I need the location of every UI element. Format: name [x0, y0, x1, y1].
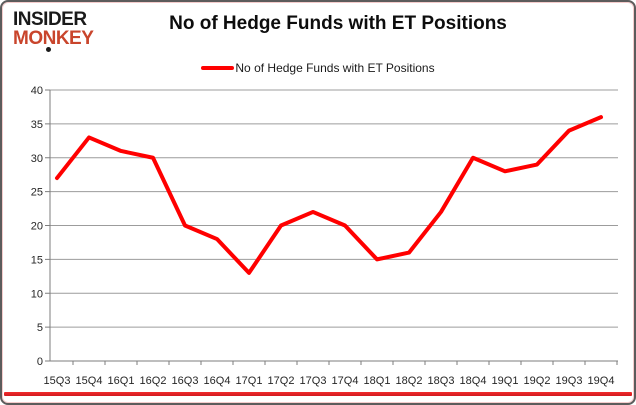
svg-text:15Q3: 15Q3 — [44, 375, 71, 387]
svg-text:35: 35 — [31, 119, 43, 131]
svg-text:19Q4: 19Q4 — [588, 375, 615, 387]
svg-text:17Q1: 17Q1 — [236, 375, 263, 387]
svg-text:18Q1: 18Q1 — [364, 375, 391, 387]
legend-line-swatch — [201, 66, 235, 70]
legend-label: No of Hedge Funds with ET Positions — [235, 61, 435, 75]
svg-text:40: 40 — [31, 85, 43, 97]
svg-text:19Q2: 19Q2 — [524, 375, 551, 387]
svg-text:17Q3: 17Q3 — [300, 375, 327, 387]
svg-text:10: 10 — [31, 288, 43, 300]
svg-text:15Q4: 15Q4 — [76, 375, 103, 387]
svg-text:16Q3: 16Q3 — [172, 375, 199, 387]
chart-title: No of Hedge Funds with ET Positions — [169, 13, 507, 34]
svg-text:0: 0 — [37, 356, 43, 368]
svg-text:16Q2: 16Q2 — [140, 375, 167, 387]
logo-line-insider: INSIDER — [13, 9, 87, 30]
svg-text:17Q4: 17Q4 — [332, 375, 359, 387]
svg-text:15: 15 — [31, 254, 43, 266]
svg-text:17Q2: 17Q2 — [268, 375, 295, 387]
svg-text:16Q1: 16Q1 — [108, 375, 135, 387]
svg-text:18Q4: 18Q4 — [460, 375, 487, 387]
svg-text:18Q2: 18Q2 — [396, 375, 423, 387]
svg-text:19Q3: 19Q3 — [556, 375, 583, 387]
svg-text:30: 30 — [31, 153, 43, 165]
logo-line-monkey: MONKEY — [13, 28, 94, 49]
gridlines — [50, 89, 618, 328]
svg-text:20: 20 — [31, 221, 43, 233]
svg-text:25: 25 — [31, 187, 43, 199]
x-axis-ticks — [72, 361, 618, 365]
chart-legend: No of Hedge Funds with ET Positions — [2, 61, 634, 75]
svg-text:19Q1: 19Q1 — [492, 375, 519, 387]
svg-text:18Q3: 18Q3 — [428, 375, 455, 387]
y-axis-ticks — [45, 89, 50, 362]
svg-text:16Q4: 16Q4 — [204, 375, 231, 387]
bottom-accent-bar — [4, 392, 632, 396]
insider-monkey-logo: INSIDER MONKEY — [13, 9, 94, 53]
monkey-eye-icon — [46, 47, 51, 52]
y-axis-labels: 0 5 10 15 20 25 30 35 40 — [31, 85, 43, 368]
svg-text:5: 5 — [37, 322, 43, 334]
x-axis-labels: 15Q3 15Q4 16Q1 16Q2 16Q3 16Q4 17Q1 17Q2 17Q3 17Q4… — [44, 375, 615, 387]
data-series-line — [55, 115, 603, 275]
